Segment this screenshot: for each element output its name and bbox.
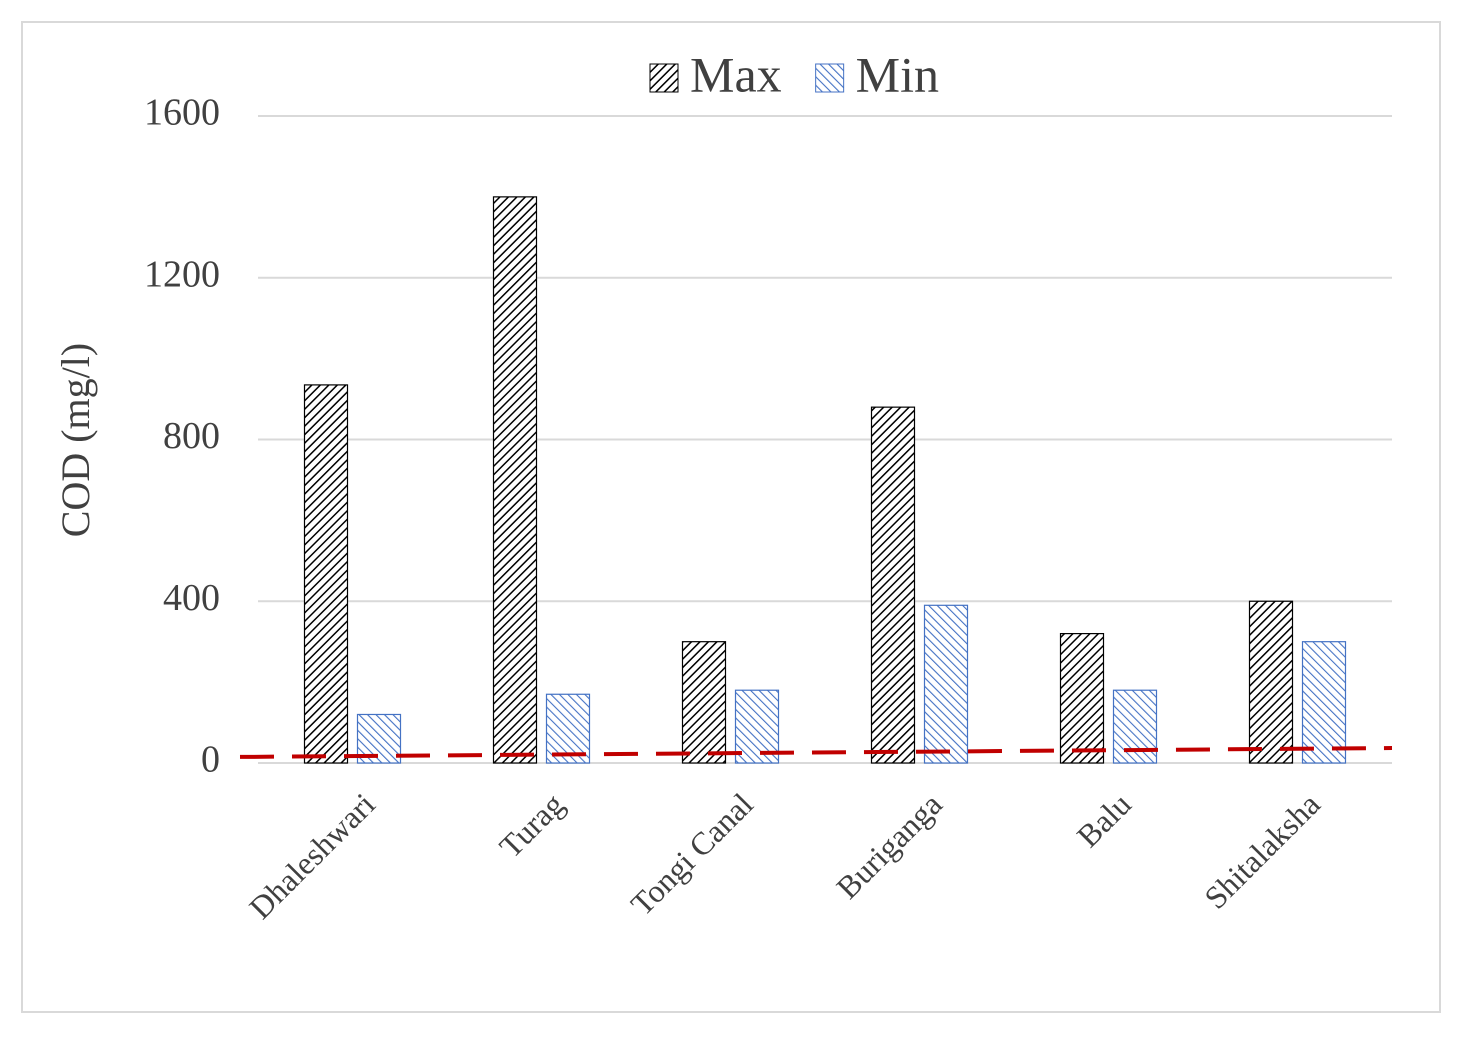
bar (870, 406, 916, 764)
legend-label: Min (856, 46, 939, 102)
legend-label: Max (690, 46, 782, 102)
legend-swatch (649, 63, 679, 93)
y-tick-label: 1200 (144, 253, 220, 295)
threshold-line (239, 746, 1393, 759)
bar (1112, 689, 1158, 764)
y-axis-title: COD (mg/l) (53, 343, 98, 537)
bar (545, 693, 591, 764)
bar (923, 604, 969, 764)
y-tick-label: 400 (163, 577, 220, 619)
y-tick-label: 1600 (144, 92, 220, 134)
bar (1248, 600, 1294, 764)
bar (1301, 641, 1347, 764)
y-tick-label: 800 (163, 415, 220, 457)
bar (1059, 632, 1105, 764)
y-tick-label: 0 (201, 739, 220, 781)
bar (303, 384, 349, 764)
legend-swatch (815, 63, 845, 93)
bar (492, 196, 538, 764)
chart-frame (21, 21, 1441, 1013)
bar (681, 641, 727, 764)
